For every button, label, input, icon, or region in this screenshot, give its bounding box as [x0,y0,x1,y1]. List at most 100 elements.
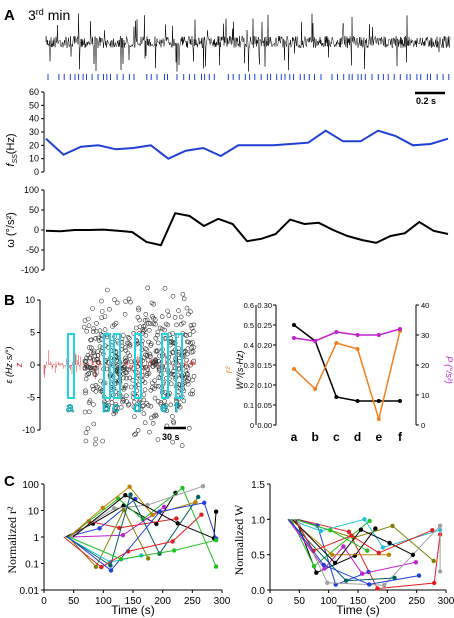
epsilon-point [127,375,132,381]
trace-path [45,13,451,72]
window-box [113,333,121,399]
epsilon-point [149,341,154,347]
epsilon-point [91,350,96,356]
epsilon-point [184,364,189,370]
trajectory-line [63,514,202,568]
epsilon-point [175,403,180,409]
epsilon-point [143,333,149,338]
epsilon-point [153,317,158,322]
epsilon-point [162,286,168,291]
epsilon-point [118,404,124,410]
epsilon-point [145,285,150,291]
epsilon-point [187,332,193,338]
epsilon-point [85,426,91,431]
b-right-ylabel-p-text: P (°/s²) [444,356,454,384]
epsilon-point [82,318,88,324]
epsilon-point [141,397,146,403]
r2-tick-label: 0.5 [244,321,254,330]
epsilon-point [142,323,148,329]
epsilon-point [124,370,129,376]
window-label: d [133,399,142,415]
b-left-ylabel: ε (Hz·s/°) [4,346,14,383]
series-line [293,328,401,342]
epsilon-point [90,306,95,311]
x-tick-label: 150 [350,596,367,607]
omega-line-path [45,212,449,247]
epsilon-point [191,373,197,379]
c-right-ylabel-text: Normalized W [232,504,246,575]
epsilon-point [191,358,197,364]
epsilon-point [93,335,98,341]
x-tick-label: 250 [408,596,425,607]
epsilon-point [128,299,133,305]
epsilon-point [186,311,191,317]
x-tick-label: 0 [267,596,273,607]
y-tick-label: 40 [29,114,39,124]
epsilon-point [147,361,153,367]
epsilon-point [112,406,117,411]
epsilon-point [132,414,137,419]
epsilon-point [143,312,149,317]
epsilon-point [178,314,184,320]
b-left-y-axis: -10 -5 0 5 10 [22,295,41,435]
epsilon-point [92,353,98,359]
epsilon-point [81,324,87,330]
c-left-ylabel-text: Normalized r² [5,506,19,574]
series-line [293,330,401,422]
window-box [67,333,75,399]
y-tick-label: 0.01 [20,586,40,597]
epsilon-point [127,335,132,341]
epsilon-point [96,335,101,341]
epsilon-point [138,406,144,412]
epsilon-point [98,378,103,384]
p-tick-label: 40 [421,301,429,310]
epsilon-point [88,350,94,355]
trajectory-line [288,518,420,585]
time-scalebar-label: 0.2 s [416,96,436,106]
epsilon-point [165,308,170,314]
epsilon-point [90,383,95,389]
y-tick-label: 0 [34,167,39,177]
epsilon-point [141,392,147,397]
window-label: b [102,399,111,415]
omega-y-axis: -100 -50 0 50 100 [21,185,45,275]
epsilon-point [87,409,92,415]
epsilon-point [185,372,190,377]
trajectory-line [294,518,368,552]
epsilon-point [155,437,161,442]
epsilon-point [133,431,138,437]
series-line [293,324,400,402]
epsilon-point [135,428,141,433]
w-tick-label: 0.15 [257,361,272,370]
epsilon-point [170,439,175,445]
y-tick-label: 1.5 [251,480,265,491]
epsilon-point [188,323,194,328]
epsilon-point [190,377,195,383]
epsilon-point [153,383,159,389]
panel-letter-a: A [4,7,15,24]
trajectory-line [66,493,199,567]
epsilon-point [170,293,176,299]
epsilon-point [155,329,161,335]
epsilon-point [87,345,92,350]
epsilon-point [140,327,146,332]
epsilon-point [111,411,117,417]
epsilon-point [120,396,126,402]
epsilon-point [162,327,167,333]
c-right-xlabel: Time (s) [336,603,380,617]
epsilon-point [185,339,190,345]
epsilon-point [144,347,150,352]
epsilon-point [114,300,120,306]
window-label: a [66,399,74,415]
epsilon-point [185,346,191,352]
epsilon-point [162,336,168,341]
epsilon-point [132,432,137,438]
epsilon-point [99,309,105,314]
epsilon-point [182,332,188,338]
epsilon-point [143,365,149,370]
fss-ylabel: fSS(Hz) [5,133,19,166]
p-tick-label: 20 [421,361,429,370]
epsilon-point [181,398,187,404]
epsilon-point [164,408,169,414]
